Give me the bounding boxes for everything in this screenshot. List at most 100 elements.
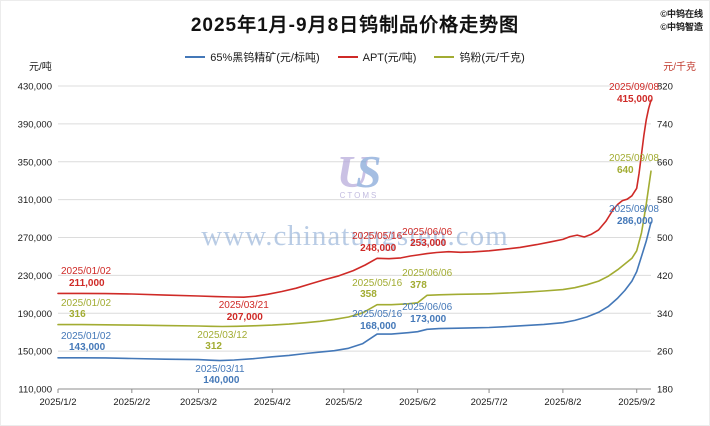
left-axis-tick-label: 270,000 bbox=[18, 233, 52, 244]
x-axis-tick-label: 2025/6/2 bbox=[399, 397, 436, 408]
watermark-url: www.chinatungsten.com bbox=[201, 220, 509, 252]
legend-label: 65%黑钨精矿(元/标吨) bbox=[210, 52, 320, 64]
chart-title: 2025年1月-9月8日钨制品价格走势图 bbox=[190, 15, 520, 36]
legend-item-0: 65%黑钨精矿(元/标吨) bbox=[185, 49, 320, 65]
annotation-date: 2025/01/02 bbox=[61, 330, 112, 342]
annotation-value: 316 bbox=[69, 309, 86, 321]
left-axis-tick-label: 310,000 bbox=[18, 195, 52, 206]
series-line-2 bbox=[57, 170, 652, 328]
right-axis-tick-label: 420 bbox=[657, 271, 673, 282]
annotation-6: 2025/03/11 140,000 bbox=[195, 364, 244, 387]
annotation-value: 140,000 bbox=[203, 375, 240, 387]
annotation-0: 2025/01/02 211,000 bbox=[61, 266, 111, 289]
brand-chinatungsten-smart: ©中钨智造 bbox=[660, 22, 703, 32]
annotation-value: 640 bbox=[616, 164, 634, 176]
annotation-date: 2025/06/06 bbox=[402, 268, 453, 280]
legend-label: APT(元/吨) bbox=[362, 52, 417, 64]
annotation-value: 207,000 bbox=[226, 311, 263, 323]
annotation-value: 168,000 bbox=[360, 320, 397, 332]
x-axis-tick-label: 2025/1/2 bbox=[40, 397, 77, 408]
right-axis-tick-label: 500 bbox=[657, 233, 673, 244]
x-axis-tick-label: 2025/3/2 bbox=[180, 397, 217, 408]
right-axis-tick-label: 340 bbox=[657, 309, 673, 320]
legend: 65%黑钨精矿(元/标吨) APT(元/吨) 钨粉(元/千克) bbox=[1, 49, 709, 65]
annotation-value: 378 bbox=[410, 279, 427, 291]
annotation-value: 173,000 bbox=[410, 313, 447, 325]
annotation-date: 2025/03/12 bbox=[197, 329, 248, 341]
annotation-value: 415,000 bbox=[616, 93, 654, 105]
series-line-0 bbox=[57, 221, 652, 362]
annotation-date: 2025/01/02 bbox=[61, 266, 112, 278]
annotation-value: 248,000 bbox=[360, 242, 397, 254]
annotation-5: 2025/01/02 143,000 bbox=[61, 331, 111, 354]
watermark-letter-left: U bbox=[336, 146, 370, 197]
annotation-date: 2025/06/06 bbox=[402, 302, 453, 314]
annotation-value: 358 bbox=[360, 289, 377, 301]
annotation-7: 2025/05/16 168,000 bbox=[352, 309, 402, 332]
left-axis-tick-label: 430,000 bbox=[18, 82, 52, 93]
x-axis-tick-label: 2025/7/2 bbox=[471, 397, 508, 408]
legend-swatch bbox=[434, 56, 455, 58]
annotation-14: 2025/09/08 640 bbox=[609, 153, 659, 176]
annotation-3: 2025/06/06 253,000 bbox=[402, 227, 452, 250]
annotation-13: 2025/06/06 378 bbox=[402, 268, 452, 291]
left-axis-tick-label: 150,000 bbox=[18, 347, 52, 358]
annotation-date: 2025/06/06 bbox=[402, 226, 453, 238]
right-axis-tick-label: 740 bbox=[657, 119, 673, 130]
watermark-logo-letters: US bbox=[319, 149, 399, 195]
annotation-date: 2025/09/08 bbox=[608, 82, 659, 94]
watermark-logo-caption: CTOMS bbox=[339, 191, 379, 200]
right-axis-tick-label: 660 bbox=[657, 157, 673, 168]
x-axis-tick-label: 2025/9/2 bbox=[618, 397, 655, 408]
annotation-date: 2025/05/16 bbox=[352, 231, 403, 243]
annotation-2: 2025/05/16 248,000 bbox=[352, 231, 402, 254]
annotation-date: 2025/09/08 bbox=[608, 204, 659, 216]
annotation-value: 286,000 bbox=[616, 215, 654, 227]
annotation-1: 2025/03/21 207,000 bbox=[219, 300, 269, 323]
annotation-value: 253,000 bbox=[410, 238, 447, 250]
left-axis-tick-label: 390,000 bbox=[18, 119, 52, 130]
legend-label: 钨粉(元/千克) bbox=[459, 52, 525, 64]
annotation-11: 2025/03/12 312 bbox=[197, 330, 247, 353]
legend-swatch bbox=[185, 56, 206, 58]
annotation-4: 2025/09/08 415,000 bbox=[609, 82, 659, 105]
annotation-12: 2025/05/16 358 bbox=[352, 278, 402, 301]
annotation-value: 143,000 bbox=[69, 342, 106, 354]
x-axis-tick-label: 2025/5/2 bbox=[325, 397, 362, 408]
annotation-9: 2025/09/08 286,000 bbox=[609, 204, 659, 227]
left-axis-title: 元/吨 bbox=[29, 62, 52, 73]
annotation-value: 211,000 bbox=[69, 277, 105, 289]
annotation-date: 2025/01/02 bbox=[61, 297, 112, 309]
legend-item-1: APT(元/吨) bbox=[337, 49, 417, 65]
annotation-date: 2025/09/08 bbox=[608, 153, 659, 165]
left-axis-tick-label: 350,000 bbox=[18, 157, 52, 168]
legend-swatch bbox=[337, 56, 358, 58]
right-axis-tick-label: 820 bbox=[657, 82, 673, 93]
right-axis-title: 元/千克 bbox=[663, 62, 696, 73]
right-axis-tick-label: 580 bbox=[657, 195, 673, 206]
series-line-1 bbox=[57, 99, 652, 299]
x-axis-tick-label: 2025/2/2 bbox=[113, 397, 150, 408]
x-axis-tick-label: 2025/8/2 bbox=[544, 397, 581, 408]
right-axis-tick-label: 180 bbox=[657, 385, 673, 396]
brand-badge: ©中钨在线 ©中钨智造 bbox=[660, 8, 703, 34]
annotation-date: 2025/05/16 bbox=[352, 277, 403, 289]
brand-chinatungsten-online: ©中钨在线 bbox=[660, 9, 703, 19]
right-axis-tick-label: 260 bbox=[657, 347, 673, 358]
annotation-date: 2025/05/16 bbox=[352, 309, 403, 321]
left-axis-tick-label: 190,000 bbox=[18, 309, 52, 320]
annotation-8: 2025/06/06 173,000 bbox=[402, 302, 452, 325]
left-axis-tick-label: 110,000 bbox=[18, 385, 52, 396]
annotation-date: 2025/03/21 bbox=[218, 300, 269, 312]
annotation-value: 312 bbox=[205, 341, 222, 352]
legend-item-2: 钨粉(元/千克) bbox=[434, 49, 525, 65]
left-axis-tick-label: 230,000 bbox=[18, 271, 52, 282]
watermark-logo: US CTOMS bbox=[319, 149, 399, 201]
annotation-date: 2025/03/11 bbox=[195, 363, 245, 375]
annotation-10: 2025/01/02 316 bbox=[61, 298, 111, 321]
x-axis-tick-label: 2025/4/2 bbox=[254, 397, 291, 408]
